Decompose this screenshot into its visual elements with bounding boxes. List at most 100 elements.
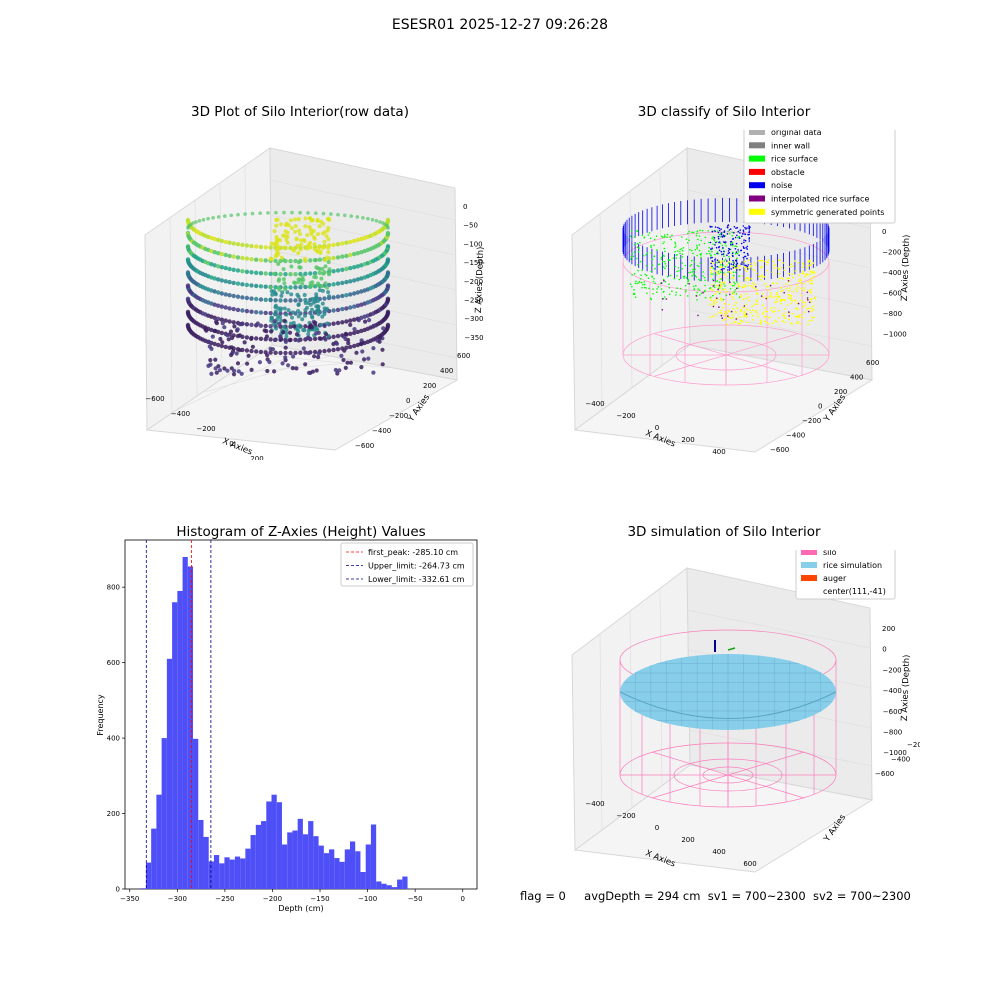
panel4-legend-swatch bbox=[801, 575, 817, 581]
histogram-bar bbox=[397, 879, 403, 889]
panel3-ylabel: Frequency bbox=[96, 694, 105, 736]
histogram-bar bbox=[161, 738, 167, 889]
histogram-bar bbox=[156, 794, 162, 889]
histogram-bar bbox=[266, 801, 272, 889]
panel2-xtick: 0 bbox=[655, 424, 659, 432]
panel2-legend-swatch bbox=[749, 182, 765, 189]
histogram-bar bbox=[193, 738, 199, 889]
sv2-text: sv2 = 700~2300 bbox=[812, 889, 911, 903]
panel1-ztick: 0 bbox=[463, 203, 467, 211]
panel1-ytick: −400 bbox=[372, 427, 391, 435]
histogram-bar bbox=[318, 845, 324, 889]
panel1-ytick: 400 bbox=[440, 367, 453, 375]
panel2-3d-plot: original data inner wall rice surface obsta… bbox=[571, 130, 912, 456]
histogram-bar bbox=[281, 844, 288, 889]
panel2-legend-swatch bbox=[749, 208, 765, 215]
panel2-ytick: −600 bbox=[770, 446, 789, 454]
histogram-bar bbox=[402, 876, 408, 889]
histogram-bar bbox=[240, 858, 246, 889]
panel2-ztick: −400 bbox=[882, 269, 901, 277]
panel1-ztick: −200 bbox=[464, 278, 483, 286]
panel2-ztick: −1000 bbox=[883, 331, 907, 339]
panel1-ztick-labels: 0 −50 −100 −150 −200 −250 −300 −350 bbox=[463, 203, 484, 342]
panel1-ytick: 0 bbox=[406, 397, 410, 405]
panel2-legend-label: interpolated rice surface bbox=[771, 195, 869, 204]
panel1-ztick: −50 bbox=[463, 222, 478, 230]
panel4-legend: silo rice simulation auger center(111,-41) bbox=[795, 550, 896, 600]
panel1-ytick: 200 bbox=[423, 382, 436, 390]
histogram-bar bbox=[219, 863, 225, 889]
panel4-title: 3D simulation of Silo Interior bbox=[627, 524, 821, 540]
histogram-bar bbox=[145, 862, 152, 889]
panel2-ytick: −400 bbox=[786, 432, 805, 440]
panel2-ztick: 0 bbox=[882, 228, 886, 236]
panel1-xtick: −600 bbox=[145, 395, 164, 403]
panel4-ytick: −600 bbox=[875, 770, 894, 778]
panel2-xtick: −200 bbox=[616, 412, 635, 420]
histogram-ytick: 800 bbox=[107, 584, 120, 592]
panel4-legend-label: center(111,-41) bbox=[823, 587, 886, 596]
panel2-ztick-labels: 0 −200 −400 −600 −800 −1000 bbox=[882, 228, 907, 339]
panel4-ztick: −400 bbox=[883, 687, 902, 695]
panel1-xtick: −400 bbox=[171, 410, 190, 418]
panel1-ztick: −300 bbox=[464, 315, 483, 323]
panel1-ytick: −600 bbox=[355, 442, 374, 450]
panel4-xtick: 400 bbox=[712, 848, 725, 856]
panel4-zlabel: Z Axies (Depth) bbox=[900, 654, 912, 721]
histogram-ytick: 0 bbox=[116, 886, 120, 894]
histogram-bar bbox=[151, 828, 157, 889]
panel4-legend-swatch bbox=[801, 550, 817, 555]
panel1-ytick: 600 bbox=[457, 352, 470, 360]
panel1-3d-plot: −600−400−2000200400600800 −600−400−20002… bbox=[144, 147, 486, 460]
panel4-legend-label: silo bbox=[823, 550, 837, 557]
panel4-xtick: −200 bbox=[616, 812, 635, 820]
histogram-bar bbox=[208, 861, 214, 889]
histogram-bar bbox=[323, 853, 330, 889]
histogram-bar bbox=[166, 658, 173, 889]
histogram-legend-label: Upper_limit: -264.73 cm bbox=[368, 562, 465, 571]
histogram-bar bbox=[213, 855, 220, 889]
panel4-legend-swatch bbox=[801, 562, 817, 568]
histogram-bar bbox=[391, 887, 398, 889]
panel4-legend-label: auger bbox=[823, 574, 847, 583]
panel2-zlabel: Z Axies (Depth) bbox=[900, 234, 912, 301]
panel3-xtick-labels: −350 −300 −250 −200 −150 −100 −50 0 bbox=[120, 889, 465, 903]
histogram-bar bbox=[381, 883, 387, 889]
histogram-bar bbox=[261, 821, 267, 889]
histogram-bar bbox=[386, 885, 392, 889]
panel1-xtick: 0 bbox=[229, 440, 233, 448]
histogram-bar bbox=[308, 821, 314, 889]
histogram-bar bbox=[224, 857, 230, 889]
panel4-ztick: −1000 bbox=[883, 749, 907, 757]
panel2-legend-swatch bbox=[749, 130, 765, 135]
histogram-xtick: −250 bbox=[215, 895, 234, 903]
panel1-xtick: −200 bbox=[196, 425, 215, 433]
panel2-legend-label: rice surface bbox=[771, 155, 818, 164]
status-footer: flag = 0 avgDepth = 294 cm sv1 = 700~230… bbox=[520, 889, 911, 903]
panel2-title: 3D classify of Silo Interior bbox=[637, 104, 811, 120]
panel4-ytick: −400 bbox=[891, 756, 910, 764]
panel4-ztick: −200 bbox=[882, 666, 901, 674]
histogram-xtick: 0 bbox=[460, 895, 464, 903]
panel3-title: Histogram of Z-Axies (Height) Values bbox=[176, 524, 426, 540]
panel2-legend-swatch bbox=[749, 142, 765, 149]
panel4-xtick: 200 bbox=[681, 836, 694, 844]
histogram-xtick: −100 bbox=[358, 895, 377, 903]
histogram-bar bbox=[302, 834, 309, 889]
figure-title: ESESR01 2025-12-27 09:26:28 bbox=[391, 17, 609, 33]
panel2-legend-label: inner wall bbox=[771, 141, 810, 150]
panel4-xtick: 600 bbox=[743, 860, 756, 868]
panel2-ztick: −600 bbox=[883, 290, 902, 298]
histogram-bar bbox=[255, 824, 262, 889]
histogram-bar bbox=[355, 851, 361, 889]
panel4-legend-label: rice simulation bbox=[823, 561, 882, 570]
histogram-xtick: −200 bbox=[263, 895, 282, 903]
panel4-ytick: −200 bbox=[907, 741, 920, 749]
panel1-zlabel: Z Axies (Depth) bbox=[474, 246, 486, 313]
panel2-legend-label: original data bbox=[771, 130, 822, 137]
panel2-legend-label: symmetric generated points bbox=[771, 208, 884, 217]
panel4-xtick: 0 bbox=[655, 824, 659, 832]
histogram-bar bbox=[297, 818, 303, 889]
